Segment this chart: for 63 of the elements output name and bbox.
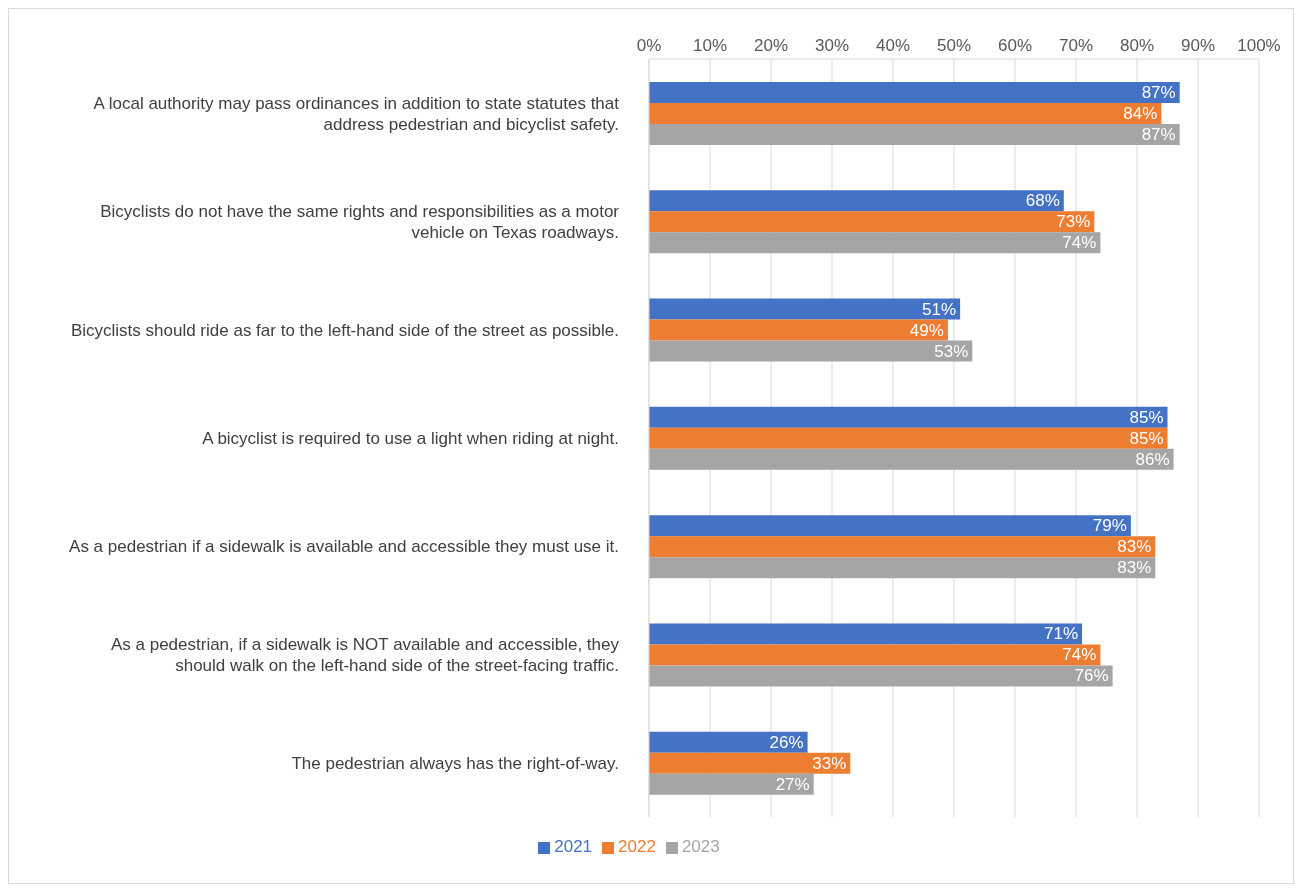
data-label: 74% bbox=[1062, 645, 1097, 665]
y-tick-label: The pedestrian always has the right-of-way. bbox=[291, 753, 619, 773]
data-label: 84% bbox=[1123, 104, 1158, 123]
data-label: 76% bbox=[1074, 666, 1109, 686]
data-label: 33% bbox=[812, 753, 847, 773]
x-tick-label: 10% bbox=[692, 36, 728, 55]
bar bbox=[649, 448, 1174, 470]
data-label: 27% bbox=[775, 774, 810, 794]
data-label: 49% bbox=[909, 320, 944, 340]
x-tick-label: 100% bbox=[1237, 36, 1281, 55]
data-label: 53% bbox=[934, 341, 969, 361]
data-label: 73% bbox=[1056, 212, 1091, 232]
data-label: 71% bbox=[1044, 624, 1079, 644]
bar bbox=[649, 340, 973, 362]
bar bbox=[649, 773, 814, 795]
x-tick-label: 90% bbox=[1180, 36, 1216, 55]
bar bbox=[649, 82, 1180, 103]
bar bbox=[649, 319, 948, 341]
x-tick-label: 30% bbox=[814, 36, 850, 55]
y-tick-label: As a pedestrian, if a sidewalk is NOT available and accessible, they should walk on the left-hand side of the street-facing traffic. bbox=[110, 634, 620, 675]
bar bbox=[649, 644, 1101, 666]
bar bbox=[649, 665, 1113, 687]
x-tick-label: 70% bbox=[1058, 36, 1094, 55]
data-label: 86% bbox=[1135, 449, 1170, 469]
data-label: 51% bbox=[922, 299, 957, 319]
data-label: 26% bbox=[769, 732, 804, 752]
data-label: 79% bbox=[1092, 516, 1127, 536]
bar bbox=[649, 103, 1162, 124]
y-tick-label: A local authority may pass ordinances in addition to state statutes that address pedestrian and bicyclist safety. bbox=[93, 93, 620, 134]
data-label: 68% bbox=[1025, 191, 1060, 211]
y-tick-label: Bicyclists do not have the same rights and responsibilities as a motor vehicle on Texas roadways. bbox=[100, 201, 620, 242]
x-tick-label: 40% bbox=[875, 36, 911, 55]
y-tick-label: Bicyclists should ride as far to the left-hand side of the street as possible. bbox=[70, 320, 619, 340]
bar bbox=[649, 124, 1180, 145]
x-tick-label: 0% bbox=[636, 36, 662, 55]
data-label: 85% bbox=[1129, 407, 1164, 427]
bar bbox=[649, 427, 1168, 449]
data-label: 83% bbox=[1117, 558, 1152, 578]
bar bbox=[649, 731, 808, 753]
y-tick-label: As a pedestrian if a sidewalk is available and accessible they must use it. bbox=[69, 536, 619, 556]
x-tick-label: 60% bbox=[997, 36, 1033, 55]
legend-label: 2022 bbox=[618, 837, 656, 856]
bar bbox=[649, 536, 1156, 558]
bar bbox=[649, 406, 1168, 428]
y-tick-label: A bicyclist is required to use a light when riding at night. bbox=[202, 428, 619, 448]
bar bbox=[649, 298, 961, 320]
data-label: 83% bbox=[1117, 537, 1152, 557]
legend-label: 2023 bbox=[681, 837, 720, 856]
bar bbox=[649, 515, 1131, 537]
data-label: 74% bbox=[1062, 233, 1097, 253]
bar bbox=[649, 557, 1156, 579]
bar bbox=[649, 232, 1101, 254]
bar bbox=[649, 752, 851, 774]
bar bbox=[649, 623, 1083, 645]
data-label: 87% bbox=[1141, 83, 1176, 102]
bar bbox=[649, 211, 1095, 233]
x-tick-label: 20% bbox=[753, 36, 789, 55]
data-label: 85% bbox=[1129, 428, 1164, 448]
x-tick-label: 50% bbox=[936, 36, 972, 55]
bar bbox=[649, 190, 1064, 212]
data-label: 87% bbox=[1141, 125, 1176, 144]
legend-label: 2021 bbox=[554, 837, 593, 856]
x-tick-label: 80% bbox=[1119, 36, 1155, 55]
